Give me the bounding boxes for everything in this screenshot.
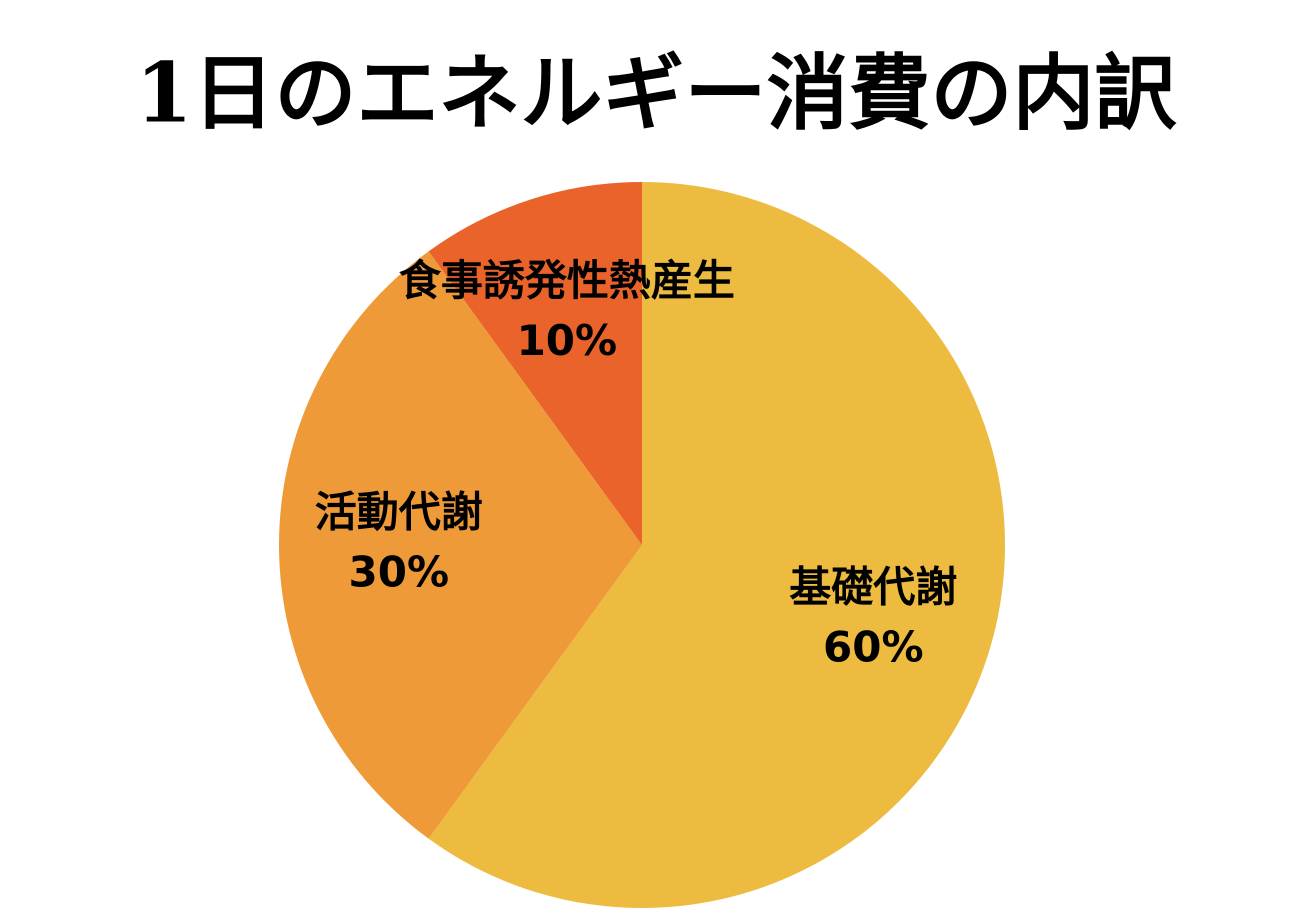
slice-value-label: 30% (349, 548, 450, 597)
slice-value-label: 60% (823, 623, 924, 672)
chart-title: 1日のエネルギー消費の内訳 (135, 45, 1177, 141)
pie-slice (278, 251, 642, 839)
slice-label: 活動代謝 (315, 488, 483, 537)
slice-label: 食事誘発性熱産生 (399, 256, 735, 305)
pie-slice (428, 182, 642, 545)
slice-value-label: 10% (517, 316, 618, 365)
pie-slice (428, 182, 1005, 908)
slice-label: 基礎代謝 (789, 563, 957, 612)
